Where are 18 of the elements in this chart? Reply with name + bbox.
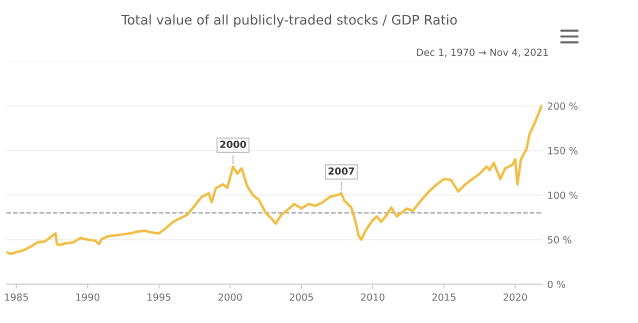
x-tick-label: 2020: [504, 293, 527, 301]
y-tick-label: 0 %: [548, 280, 566, 288]
x-tick-label: 2015: [432, 293, 456, 301]
y-tick-label: 100 %: [548, 192, 578, 199]
y-tick-label: 200 %: [548, 102, 578, 110]
x-tick-label: 2010: [361, 293, 384, 301]
chart-title: Total value of all publicly-traded stocks / GDP Ratio: [121, 14, 457, 28]
x-tick-label: 2000: [218, 293, 242, 301]
line-series: [6, 104, 542, 256]
x-tick-label: 1995: [148, 293, 170, 301]
x-tick-label: 1990: [76, 293, 100, 301]
y-tick-label: 150 %: [548, 146, 578, 154]
x-tick-label: 1985: [5, 293, 28, 301]
annotation: 2007: [328, 167, 354, 175]
y-tick-label: 50 %: [548, 236, 572, 244]
chart-subtitle: Dec 1, 1970 → Nov 4, 2021: [417, 48, 548, 57]
x-tick-label: 2005: [290, 293, 313, 301]
annotation: 2000: [220, 140, 246, 148]
